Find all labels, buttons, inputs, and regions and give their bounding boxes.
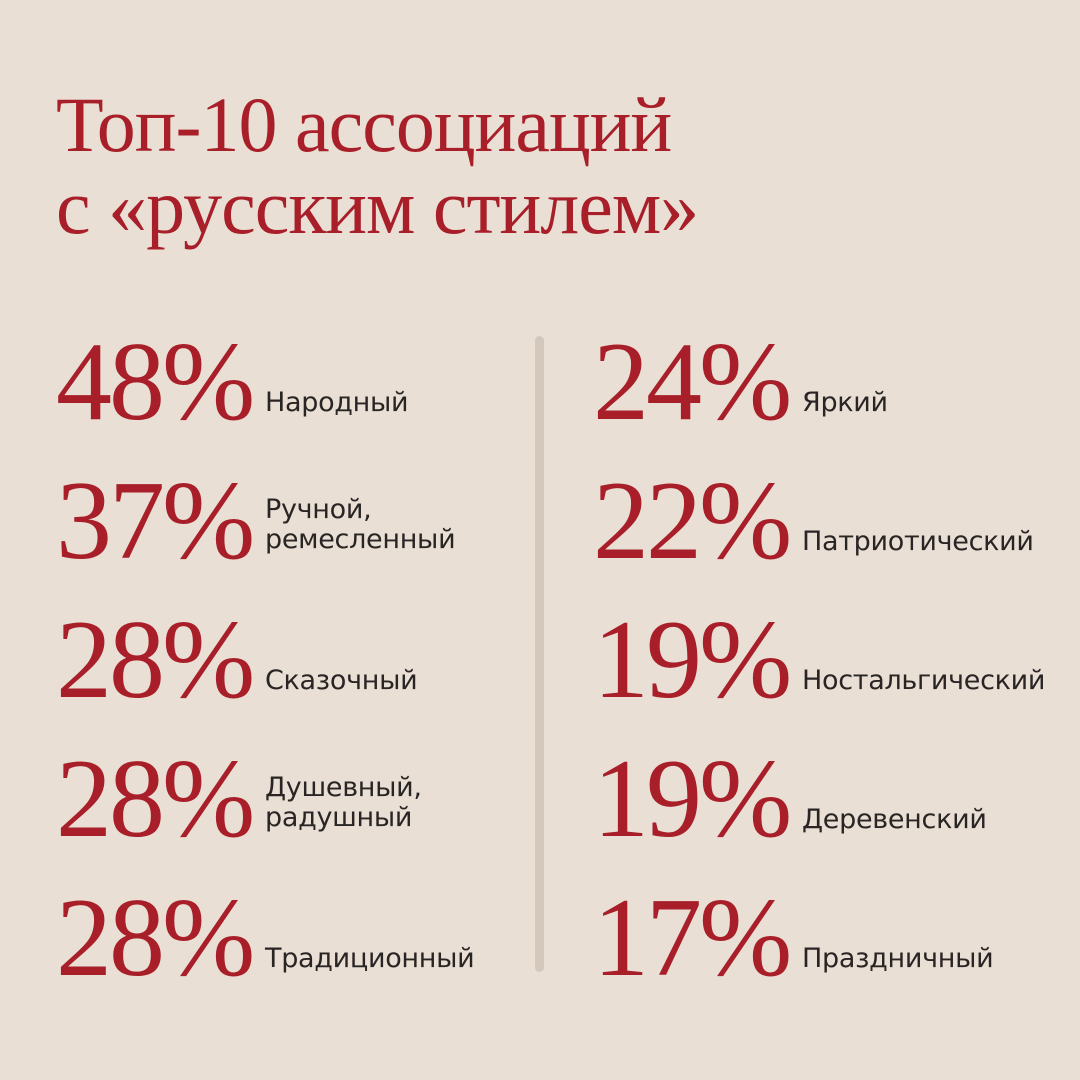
- association-label: Деревенский: [802, 804, 987, 835]
- association-label: Сказочный: [265, 665, 418, 696]
- title-line-1: Топ-10 ассоциаций: [56, 81, 672, 168]
- association-percent: 17%: [593, 876, 792, 1000]
- association-label: Традиционный: [265, 943, 475, 974]
- association-percent: 19%: [593, 598, 792, 722]
- association-percent: 28%: [56, 598, 255, 722]
- association-percent: 22%: [593, 459, 792, 583]
- association-label: Патриотический: [802, 526, 1034, 557]
- association-label: Ручной, ремесленный: [265, 494, 456, 555]
- association-percent: 37%: [56, 459, 255, 583]
- association-percent: 24%: [593, 320, 792, 444]
- column-divider: [535, 336, 544, 972]
- page-title: Топ-10 ассоциаций с «русским стилем»: [56, 84, 956, 248]
- association-label: Праздничный: [802, 943, 994, 974]
- association-percent: 28%: [56, 876, 255, 1000]
- title-line-2: с «русским стилем»: [56, 163, 699, 250]
- association-label: Народный: [265, 387, 409, 418]
- association-label: Ностальгический: [802, 665, 1046, 696]
- association-percent: 28%: [56, 737, 255, 861]
- association-percent: 48%: [56, 320, 255, 444]
- association-label: Душевный, радушный: [265, 772, 422, 833]
- association-label: Яркий: [802, 387, 888, 418]
- association-percent: 19%: [593, 737, 792, 861]
